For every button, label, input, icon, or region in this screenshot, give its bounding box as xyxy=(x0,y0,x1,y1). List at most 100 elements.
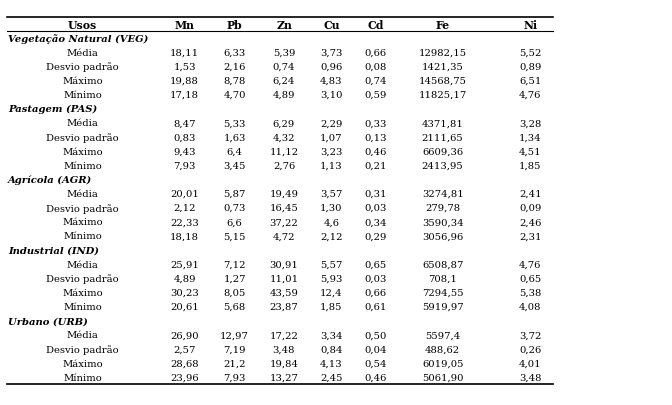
Text: 0,96: 0,96 xyxy=(321,63,343,72)
Text: Pastagem (PAS): Pastagem (PAS) xyxy=(8,105,97,114)
Text: 0,03: 0,03 xyxy=(364,204,386,213)
Text: 0,66: 0,66 xyxy=(364,49,386,58)
Text: 0,83: 0,83 xyxy=(173,133,196,142)
Text: 5,68: 5,68 xyxy=(224,302,246,311)
Text: 5,38: 5,38 xyxy=(519,288,542,297)
Text: Ni: Ni xyxy=(523,19,538,30)
Text: 0,33: 0,33 xyxy=(364,119,386,128)
Text: 22,33: 22,33 xyxy=(170,218,199,227)
Text: 13,27: 13,27 xyxy=(269,373,298,382)
Text: 3,72: 3,72 xyxy=(519,330,542,339)
Text: Máximo: Máximo xyxy=(62,218,103,227)
Text: 1,27: 1,27 xyxy=(223,274,246,283)
Text: 12,4: 12,4 xyxy=(320,288,343,297)
Text: 17,18: 17,18 xyxy=(170,91,199,100)
Text: Máximo: Máximo xyxy=(62,359,103,368)
Text: 488,62: 488,62 xyxy=(425,345,460,354)
Text: 30,23: 30,23 xyxy=(170,288,199,297)
Text: Máximo: Máximo xyxy=(62,147,103,156)
Text: 8,47: 8,47 xyxy=(173,119,196,128)
Text: 2111,65: 2111,65 xyxy=(422,133,464,142)
Text: Média: Média xyxy=(67,260,98,269)
Text: 6,6: 6,6 xyxy=(226,218,243,227)
Text: 1,34: 1,34 xyxy=(519,133,542,142)
Text: 1421,35: 1421,35 xyxy=(422,63,464,72)
Text: 1,53: 1,53 xyxy=(173,63,196,72)
Text: 4,32: 4,32 xyxy=(273,133,295,142)
Text: 18,11: 18,11 xyxy=(170,49,199,58)
Text: 5,39: 5,39 xyxy=(273,49,295,58)
Text: 2,57: 2,57 xyxy=(173,345,196,354)
Text: 7294,55: 7294,55 xyxy=(422,288,464,297)
Text: 3056,96: 3056,96 xyxy=(422,232,463,241)
Text: 0,74: 0,74 xyxy=(364,77,387,86)
Text: 3,28: 3,28 xyxy=(519,119,542,128)
Text: 5919,97: 5919,97 xyxy=(422,302,464,311)
Text: 0,89: 0,89 xyxy=(519,63,542,72)
Text: 11,12: 11,12 xyxy=(269,147,298,156)
Text: 5061,90: 5061,90 xyxy=(422,373,464,382)
Text: 4,83: 4,83 xyxy=(320,77,343,86)
Text: 5,52: 5,52 xyxy=(519,49,542,58)
Text: Pb: Pb xyxy=(226,19,243,30)
Text: 4,01: 4,01 xyxy=(519,359,542,368)
Text: 0,13: 0,13 xyxy=(364,133,387,142)
Text: 0,29: 0,29 xyxy=(364,232,386,241)
Text: 6,24: 6,24 xyxy=(273,77,295,86)
Text: 1,63: 1,63 xyxy=(223,133,246,142)
Text: Cd: Cd xyxy=(368,19,384,30)
Text: Mínimo: Mínimo xyxy=(63,302,102,311)
Text: 23,87: 23,87 xyxy=(269,302,298,311)
Text: 8,05: 8,05 xyxy=(223,288,246,297)
Text: 5597,4: 5597,4 xyxy=(425,330,460,339)
Text: 23,96: 23,96 xyxy=(170,373,199,382)
Text: 3,57: 3,57 xyxy=(320,190,343,198)
Text: 6,29: 6,29 xyxy=(273,119,295,128)
Text: 3274,81: 3274,81 xyxy=(422,190,464,198)
Text: 3,48: 3,48 xyxy=(273,345,295,354)
Text: 1,30: 1,30 xyxy=(320,204,343,213)
Text: 7,19: 7,19 xyxy=(223,345,246,354)
Text: 4,6: 4,6 xyxy=(323,218,339,227)
Text: 19,49: 19,49 xyxy=(269,190,298,198)
Text: 3,34: 3,34 xyxy=(320,330,343,339)
Text: Desvio padrão: Desvio padrão xyxy=(46,344,119,354)
Text: 4,13: 4,13 xyxy=(320,359,343,368)
Text: 30,91: 30,91 xyxy=(269,260,298,269)
Text: Média: Média xyxy=(67,190,98,198)
Text: 8,78: 8,78 xyxy=(223,77,246,86)
Text: 2,76: 2,76 xyxy=(273,162,295,171)
Text: 2,12: 2,12 xyxy=(173,204,196,213)
Text: Zn: Zn xyxy=(276,19,292,30)
Text: 6,33: 6,33 xyxy=(224,49,246,58)
Text: 0,59: 0,59 xyxy=(364,91,386,100)
Text: 0,34: 0,34 xyxy=(364,218,387,227)
Text: 25,91: 25,91 xyxy=(170,260,199,269)
Text: 0,21: 0,21 xyxy=(364,162,387,171)
Text: 3590,34: 3590,34 xyxy=(422,218,464,227)
Text: 4,70: 4,70 xyxy=(223,91,246,100)
Text: 4371,81: 4371,81 xyxy=(422,119,464,128)
Text: Vegetação Natural (VEG): Vegetação Natural (VEG) xyxy=(8,34,149,44)
Text: 6,51: 6,51 xyxy=(519,77,542,86)
Text: 4,89: 4,89 xyxy=(273,91,295,100)
Text: 0,84: 0,84 xyxy=(320,345,343,354)
Text: 6019,05: 6019,05 xyxy=(422,359,464,368)
Text: 7,93: 7,93 xyxy=(223,373,246,382)
Text: 2,12: 2,12 xyxy=(320,232,343,241)
Text: 26,90: 26,90 xyxy=(170,330,199,339)
Text: 20,01: 20,01 xyxy=(170,190,199,198)
Text: 0,50: 0,50 xyxy=(364,330,386,339)
Text: 37,22: 37,22 xyxy=(269,218,298,227)
Text: 19,84: 19,84 xyxy=(269,359,298,368)
Text: 4,89: 4,89 xyxy=(173,274,196,283)
Text: 7,12: 7,12 xyxy=(223,260,246,269)
Text: 0,65: 0,65 xyxy=(519,274,542,283)
Text: 5,57: 5,57 xyxy=(320,260,343,269)
Text: 3,45: 3,45 xyxy=(223,162,246,171)
Text: Desvio padrão: Desvio padrão xyxy=(46,274,119,284)
Text: 3,48: 3,48 xyxy=(519,373,542,382)
Text: Cu: Cu xyxy=(323,19,339,30)
Text: Desvio padrão: Desvio padrão xyxy=(46,62,119,72)
Text: 5,15: 5,15 xyxy=(223,232,246,241)
